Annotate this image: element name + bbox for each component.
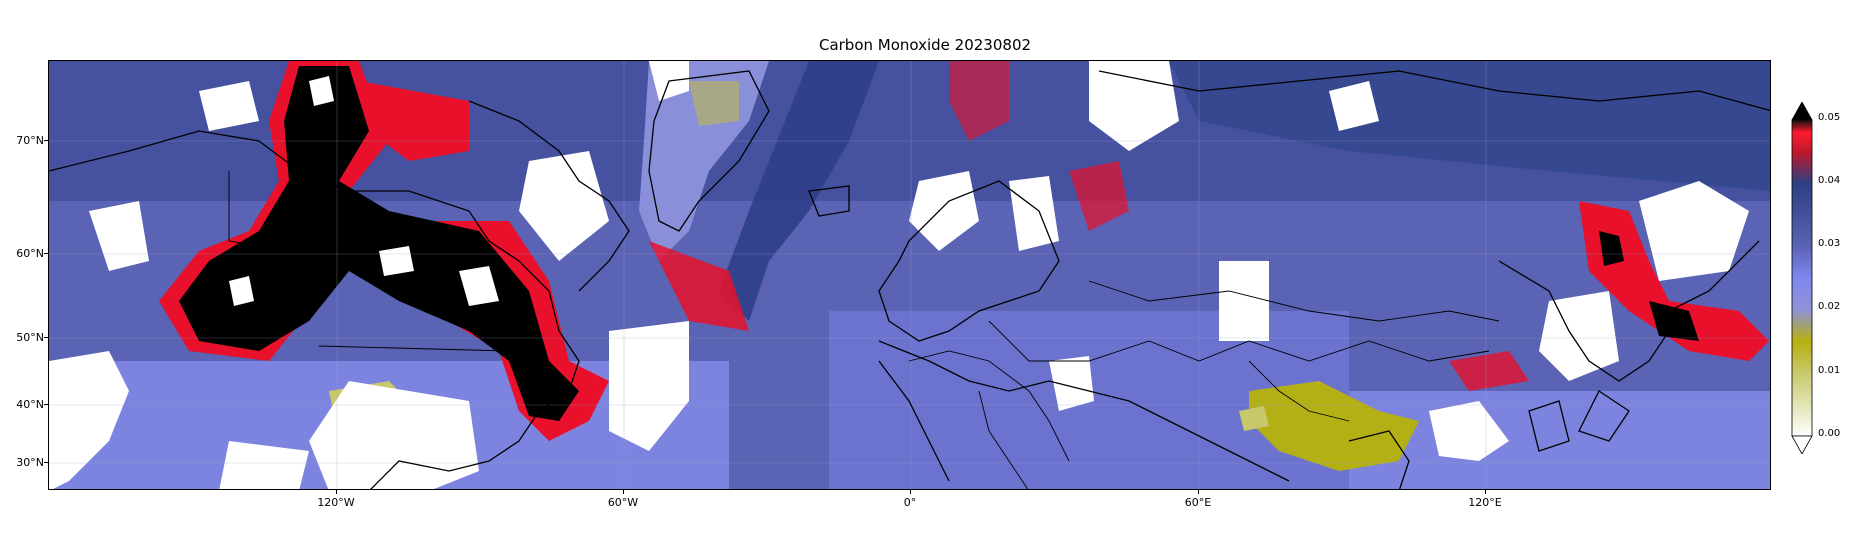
colorbar-gradient bbox=[1791, 119, 1813, 437]
lon-tick bbox=[910, 490, 911, 494]
lon-tick bbox=[623, 490, 624, 494]
lat-label-30n: 30°N bbox=[16, 456, 44, 469]
lat-tick bbox=[44, 140, 48, 141]
map-canvas[interactable] bbox=[49, 61, 1771, 490]
colorbar-label-003: 0.03 bbox=[1818, 238, 1841, 249]
light-southern-band-east bbox=[1349, 391, 1770, 489]
smoke-plume-holes bbox=[229, 76, 499, 306]
tibet-low-co-2 bbox=[1239, 406, 1269, 431]
lon-label-0: 0° bbox=[903, 496, 917, 509]
lat-tick bbox=[44, 462, 48, 463]
borders bbox=[228, 171, 1500, 489]
lon-tick bbox=[1198, 490, 1199, 494]
lon-label-120w: 120°W bbox=[317, 496, 355, 509]
map-title: Carbon Monoxide 20230802 bbox=[818, 36, 1032, 54]
lat-label-60n: 60°N bbox=[16, 247, 44, 260]
colorbar-label-001: 0.01 bbox=[1818, 365, 1841, 376]
colorbar bbox=[1791, 102, 1813, 454]
lat-label-70n: 70°N bbox=[16, 134, 44, 147]
tibet-low-co bbox=[1249, 381, 1419, 471]
siberia-elevated bbox=[1169, 61, 1770, 191]
lat-label-40n: 40°N bbox=[16, 398, 44, 411]
lon-label-60e: 60°E bbox=[1184, 496, 1212, 509]
colorbar-label-004: 0.04 bbox=[1818, 175, 1841, 186]
coastlines bbox=[49, 70, 1770, 489]
colorbar-label-005: 0.05 bbox=[1818, 112, 1841, 123]
atlantic-elevated bbox=[719, 61, 879, 321]
colorbar-label-000: 0.00 bbox=[1818, 428, 1841, 439]
lon-label-60w: 60°W bbox=[607, 496, 639, 509]
lat-tick bbox=[44, 404, 48, 405]
lat-tick bbox=[44, 337, 48, 338]
smoke-plume-black bbox=[179, 66, 1699, 421]
lon-tick bbox=[1485, 490, 1486, 494]
lon-label-120e: 120°E bbox=[1468, 496, 1502, 509]
no-data-areas bbox=[49, 61, 1749, 489]
lon-tick bbox=[336, 490, 337, 494]
map-panel[interactable] bbox=[48, 60, 1771, 490]
colorbar-extend-min bbox=[1791, 435, 1813, 454]
colorbar-label-002: 0.02 bbox=[1818, 301, 1841, 312]
greenland-low-co bbox=[689, 81, 739, 126]
lat-label-50n: 50°N bbox=[16, 331, 44, 344]
colorbar-extend-max bbox=[1791, 102, 1813, 121]
lat-tick bbox=[44, 253, 48, 254]
